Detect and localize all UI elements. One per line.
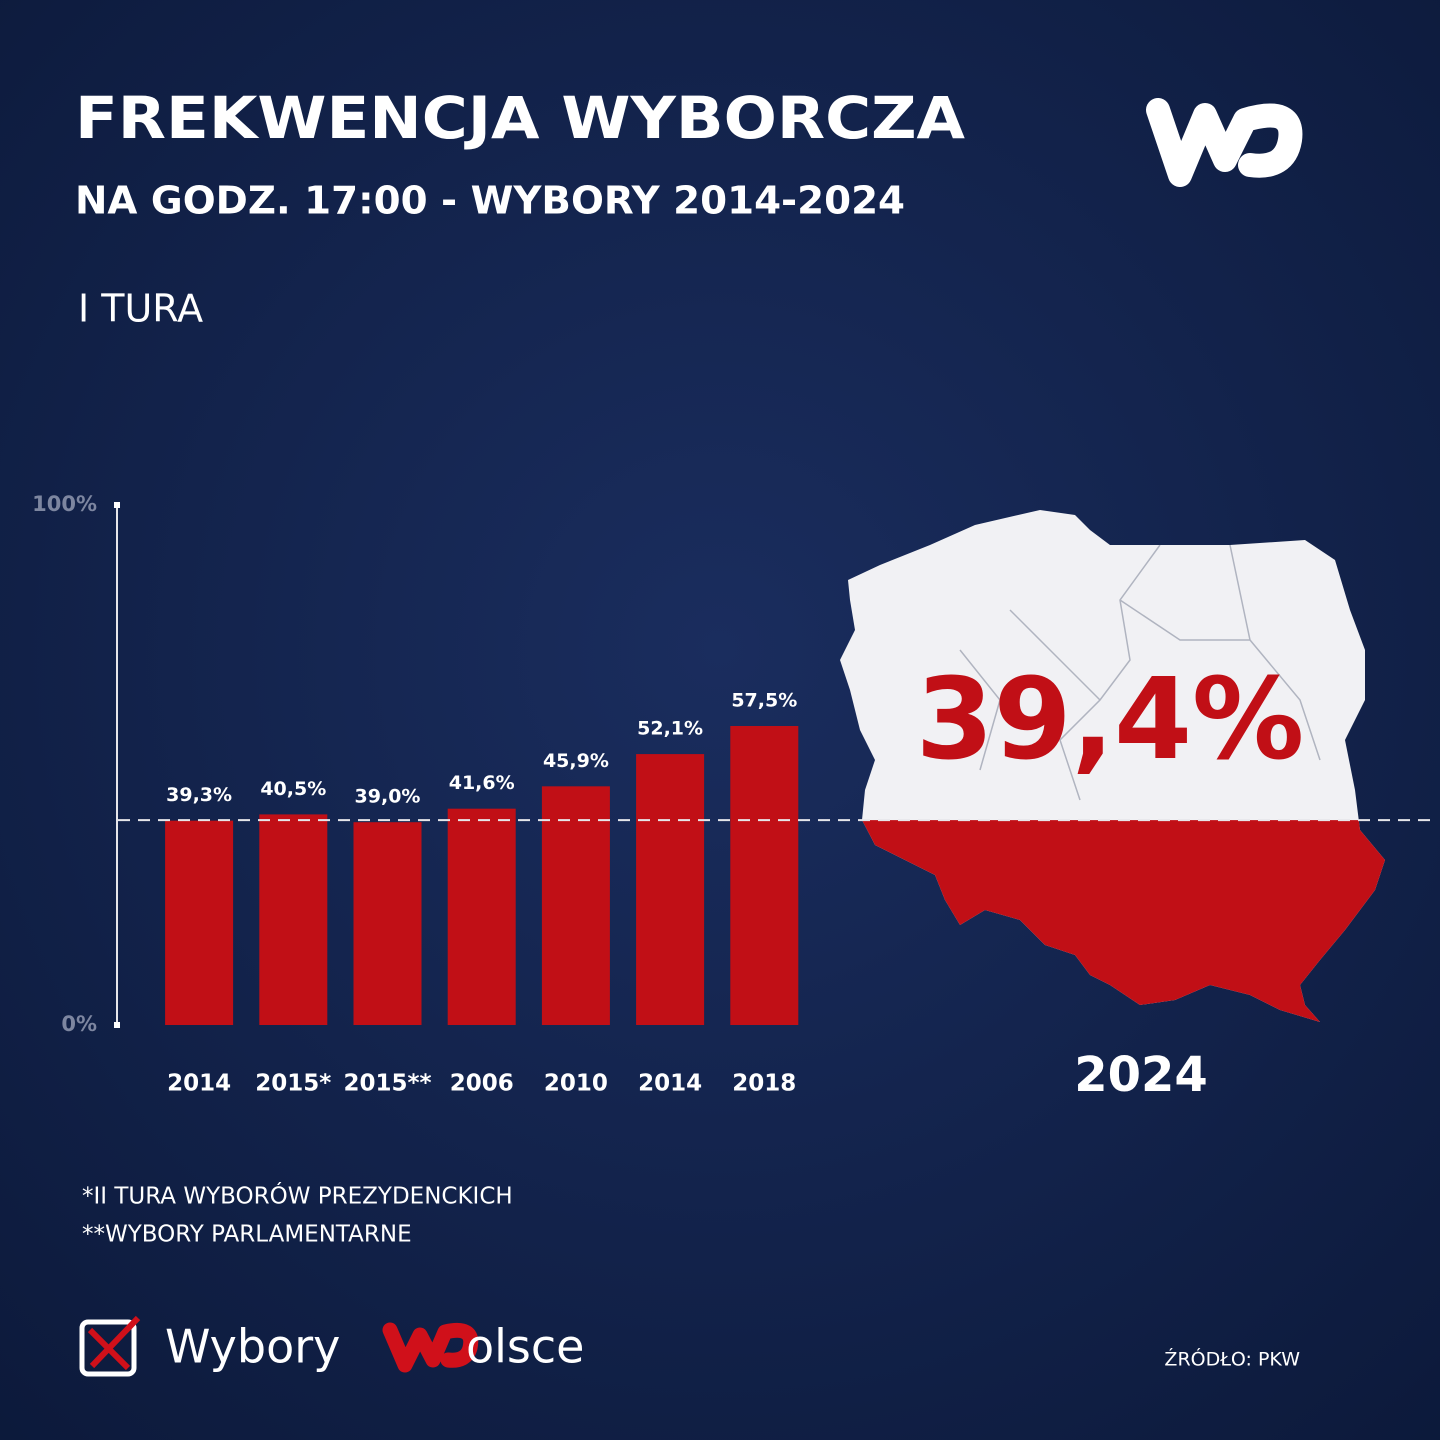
x-tick-label: 2014 <box>167 1071 231 1097</box>
section-label: I TURA <box>78 287 203 331</box>
value-label: 57,5% <box>731 690 797 712</box>
tick-mark <box>114 502 120 508</box>
bar <box>447 808 516 1025</box>
value-label: 40,5% <box>260 778 326 800</box>
value-label: 45,9% <box>543 750 609 772</box>
brand-text: olsce <box>466 1320 584 1374</box>
reference-label: 39,4% <box>916 655 1305 785</box>
footnote: **WYBORY PARLAMENTARNE <box>82 1222 412 1248</box>
bar <box>730 726 799 1025</box>
value-label: 39,0% <box>355 786 421 808</box>
bar <box>541 786 610 1025</box>
map-borders <box>959 544 1321 801</box>
value-label: 52,1% <box>637 718 703 740</box>
x-tick-label: 2015* <box>255 1071 331 1097</box>
tick-mark <box>114 1022 120 1028</box>
x-tick-label: 2014 <box>638 1071 702 1097</box>
brand-text: Wybory <box>165 1320 340 1374</box>
reference-year: 2024 <box>1074 1047 1208 1103</box>
bar <box>636 754 705 1025</box>
chart-subtitle: NA GODZ. 17:00 - WYBORY 2014-2024 <box>75 179 905 223</box>
value-label: 39,3% <box>166 784 232 806</box>
wp-logo <box>1146 98 1303 187</box>
value-label: 41,6% <box>449 772 515 794</box>
bar <box>165 820 234 1025</box>
y-tick-label: 100% <box>32 492 97 516</box>
x-tick-label: 2015** <box>343 1071 431 1097</box>
chart-title: FREKWENCJA WYBORCZA <box>75 84 965 152</box>
x-tick-label: 2010 <box>544 1071 608 1097</box>
footnote: *II TURA WYBORÓW PREZYDENCKICH <box>82 1182 513 1210</box>
brand-logo <box>382 1322 479 1373</box>
check-mark <box>87 1315 141 1371</box>
bar <box>259 814 328 1025</box>
x-tick-label: 2006 <box>450 1071 514 1097</box>
x-tick-label: 2018 <box>732 1071 796 1097</box>
bar <box>353 822 422 1025</box>
checkbox-icon <box>79 1319 137 1377</box>
y-tick-label: 0% <box>61 1012 97 1036</box>
source: ŹRÓDŁO: PKW <box>1164 1347 1300 1371</box>
